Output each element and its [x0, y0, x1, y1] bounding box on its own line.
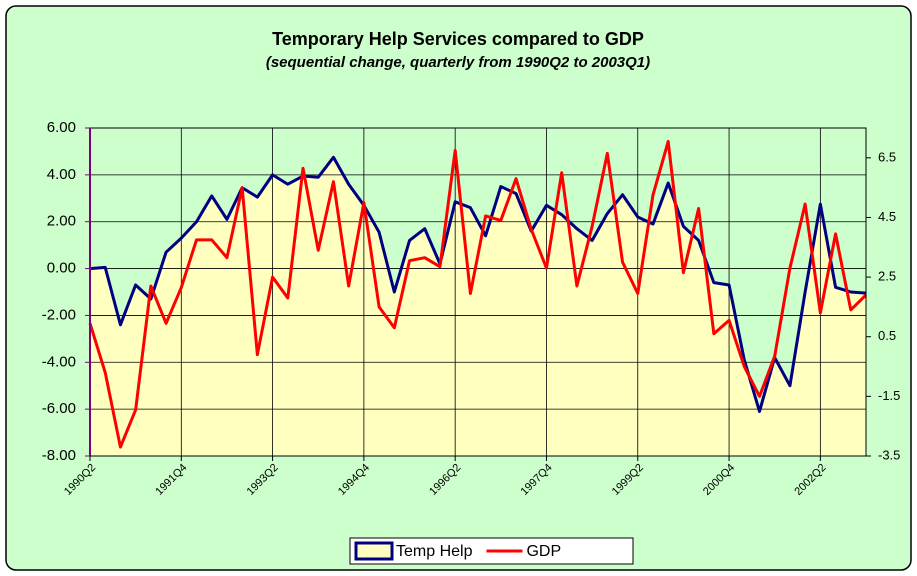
series-line [88, 139, 868, 449]
y2-tick-label: 4.5 [878, 209, 896, 224]
y-tick-label: -6.00 [42, 400, 76, 417]
y-tick-label: 0.00 [47, 260, 76, 277]
y-tick-label: 6.00 [47, 119, 76, 136]
y2-tick-label: 0.5 [878, 328, 896, 343]
y2-tick-label: -3.5 [878, 447, 900, 462]
area-fill [90, 157, 866, 457]
chart-subtitle: (sequential change, quarterly from 1990Q… [266, 54, 650, 71]
area-line [89, 155, 867, 413]
chart-title: Temporary Help Services compared to GDP [272, 29, 644, 49]
y-tick-label: -8.00 [42, 447, 76, 464]
y2-tick-label: -1.5 [878, 388, 900, 403]
y-tick-label: 4.00 [47, 166, 76, 183]
y2-tick-label: 6.5 [878, 149, 896, 164]
y-tick-label: -2.00 [42, 306, 76, 323]
y-tick-label: 2.00 [47, 213, 76, 230]
legend-label: Temp Help [396, 543, 473, 560]
y2-tick-label: 2.5 [878, 269, 896, 284]
legend-label: GDP [526, 543, 561, 560]
y-tick-label: -4.00 [42, 353, 76, 370]
legend-swatch [354, 541, 394, 561]
